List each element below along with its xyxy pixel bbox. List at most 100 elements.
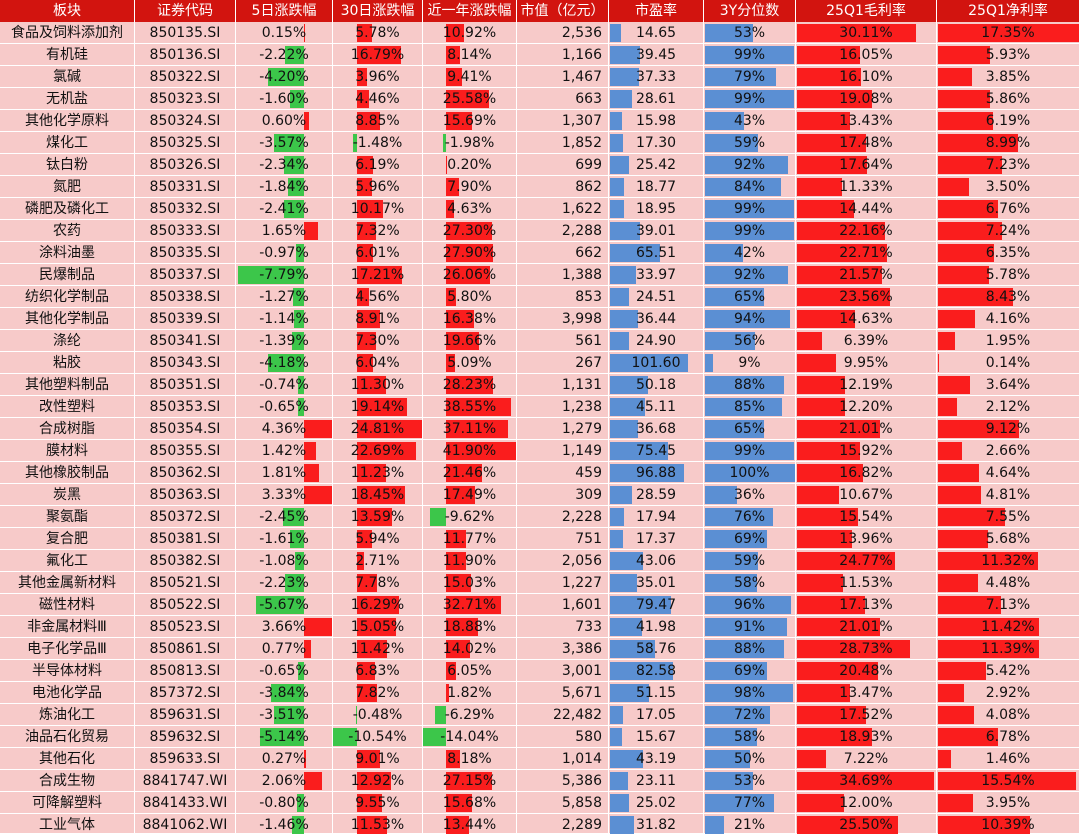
value-30d-change: 6.83% (333, 660, 422, 682)
cell-1y-change: 19.66% (423, 330, 517, 352)
value-1y-change: 7.90% (423, 176, 516, 198)
value-pe-ratio: 65.51 (609, 242, 703, 264)
cell-code: 850322.SI (135, 66, 236, 88)
value-30d-change: 7.82% (333, 682, 422, 704)
value-1y-change: 38.55% (423, 396, 516, 418)
value-market-cap: 1,014 (517, 748, 602, 770)
cell-5d-change: 1.42% (236, 440, 333, 462)
cell-pe-ratio: 101.60 (609, 352, 704, 374)
value-q1-gross-margin: 11.53% (796, 572, 936, 594)
cell-1y-change: 41.90% (423, 440, 517, 462)
cell-pe-ratio: 36.44 (609, 308, 704, 330)
value-pe-ratio: 24.51 (609, 286, 703, 308)
value-pe-ratio: 101.60 (609, 352, 703, 374)
cell-30d-change: 6.01% (333, 242, 423, 264)
value-5d-change: 0.77% (236, 638, 332, 660)
value-q1-net-margin: 4.16% (937, 308, 1079, 330)
value-3y-percentile: 92% (704, 154, 795, 176)
cell-3y-percentile: 50% (704, 748, 796, 770)
cell-30d-change: 24.81% (333, 418, 423, 440)
cell-pe-ratio: 25.42 (609, 154, 704, 176)
value-5d-change: -3.51% (236, 704, 332, 726)
value-sector: 其他石化 (0, 748, 134, 770)
cell-market-cap: 2,288 (517, 220, 609, 242)
cell-pe-ratio: 39.45 (609, 44, 704, 66)
value-q1-gross-margin: 14.63% (796, 308, 936, 330)
cell-sector: 粘胶 (0, 352, 135, 374)
cell-30d-change: 7.82% (333, 682, 423, 704)
value-30d-change: 12.92% (333, 770, 422, 792)
cell-30d-change: 5.94% (333, 528, 423, 550)
cell-pe-ratio: 96.88 (609, 462, 704, 484)
value-5d-change: -0.97% (236, 242, 332, 264)
value-market-cap: 733 (517, 616, 602, 638)
cell-q1-net-margin: 8.99% (937, 132, 1080, 154)
value-5d-change: -4.20% (236, 66, 332, 88)
cell-pe-ratio: 35.01 (609, 572, 704, 594)
cell-5d-change: -3.51% (236, 704, 333, 726)
cell-code: 850136.SI (135, 44, 236, 66)
value-code: 850343.SI (135, 352, 235, 374)
value-30d-change: 5.96% (333, 176, 422, 198)
cell-sector: 其他橡胶制品 (0, 462, 135, 484)
value-5d-change: -3.57% (236, 132, 332, 154)
value-market-cap: 2,228 (517, 506, 602, 528)
value-sector: 农药 (0, 220, 134, 242)
value-q1-net-margin: 7.13% (937, 594, 1079, 616)
cell-pe-ratio: 17.30 (609, 132, 704, 154)
cell-q1-gross-margin: 15.54% (796, 506, 937, 528)
value-q1-gross-margin: 13.43% (796, 110, 936, 132)
cell-1y-change: 8.18% (423, 748, 517, 770)
cell-pe-ratio: 45.11 (609, 396, 704, 418)
value-sector: 合成树脂 (0, 418, 134, 440)
cell-pe-ratio: 79.47 (609, 594, 704, 616)
cell-sector: 聚氨酯 (0, 506, 135, 528)
value-pe-ratio: 25.42 (609, 154, 703, 176)
cell-q1-gross-margin: 10.67% (796, 484, 937, 506)
value-3y-percentile: 98% (704, 682, 795, 704)
value-pe-ratio: 51.15 (609, 682, 703, 704)
value-1y-change: 26.06% (423, 264, 516, 286)
cell-30d-change: 8.85% (333, 110, 423, 132)
cell-market-cap: 3,386 (517, 638, 609, 660)
cell-market-cap: 5,386 (517, 770, 609, 792)
cell-market-cap: 22,482 (517, 704, 609, 726)
cell-pe-ratio: 58.76 (609, 638, 704, 660)
value-market-cap: 1,131 (517, 374, 602, 396)
cell-code: 850326.SI (135, 154, 236, 176)
value-q1-net-margin: 3.64% (937, 374, 1079, 396)
cell-pe-ratio: 75.45 (609, 440, 704, 462)
value-code: 859631.SI (135, 704, 235, 726)
cell-3y-percentile: 59% (704, 132, 796, 154)
value-sector: 食品及饲料添加剂 (0, 22, 134, 44)
value-pe-ratio: 15.67 (609, 726, 703, 748)
cell-q1-net-margin: 6.19% (937, 110, 1080, 132)
value-1y-change: 11.77% (423, 528, 516, 550)
value-sector: 涂料油墨 (0, 242, 134, 264)
value-30d-change: 24.81% (333, 418, 422, 440)
cell-5d-change: 4.36% (236, 418, 333, 440)
value-30d-change: 13.59% (333, 506, 422, 528)
cell-q1-gross-margin: 24.77% (796, 550, 937, 572)
cell-sector: 涤纶 (0, 330, 135, 352)
cell-30d-change: -1.48% (333, 132, 423, 154)
value-3y-percentile: 79% (704, 66, 795, 88)
cell-sector: 氟化工 (0, 550, 135, 572)
cell-sector: 无机盐 (0, 88, 135, 110)
value-q1-gross-margin: 34.69% (796, 770, 936, 792)
cell-q1-net-margin: 2.66% (937, 440, 1080, 462)
value-market-cap: 662 (517, 242, 602, 264)
cell-q1-net-margin: 3.50% (937, 176, 1080, 198)
cell-market-cap: 1,388 (517, 264, 609, 286)
value-1y-change: 11.90% (423, 550, 516, 572)
value-1y-change: 16.38% (423, 308, 516, 330)
cell-pe-ratio: 43.06 (609, 550, 704, 572)
value-q1-gross-margin: 16.05% (796, 44, 936, 66)
